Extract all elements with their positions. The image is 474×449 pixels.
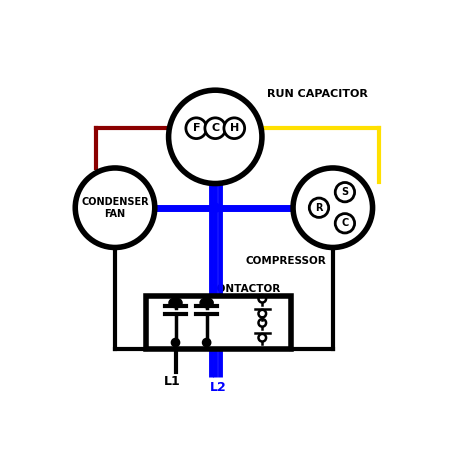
Text: CONDENSER
FAN: CONDENSER FAN (81, 197, 149, 219)
Circle shape (75, 168, 155, 247)
Circle shape (224, 118, 245, 139)
Circle shape (169, 90, 262, 184)
Text: COMPRESSOR: COMPRESSOR (245, 256, 326, 266)
Circle shape (202, 339, 211, 347)
Circle shape (293, 168, 373, 247)
Text: CONTACTOR: CONTACTOR (209, 284, 281, 294)
Circle shape (211, 203, 220, 212)
Text: R: R (315, 203, 323, 213)
Text: L2: L2 (210, 381, 227, 394)
Circle shape (205, 118, 226, 139)
Circle shape (310, 198, 328, 217)
Circle shape (172, 339, 180, 347)
Circle shape (335, 214, 355, 233)
Text: S: S (341, 187, 348, 197)
Text: C: C (211, 123, 219, 133)
Text: C: C (341, 218, 348, 228)
Bar (146, 296, 292, 349)
Circle shape (335, 182, 355, 202)
Text: RUN CAPACITOR: RUN CAPACITOR (267, 88, 368, 99)
Text: F: F (192, 123, 200, 133)
Ellipse shape (200, 298, 213, 308)
Text: L1: L1 (164, 375, 181, 388)
Circle shape (186, 118, 207, 139)
Ellipse shape (169, 298, 182, 308)
Text: H: H (230, 123, 239, 133)
